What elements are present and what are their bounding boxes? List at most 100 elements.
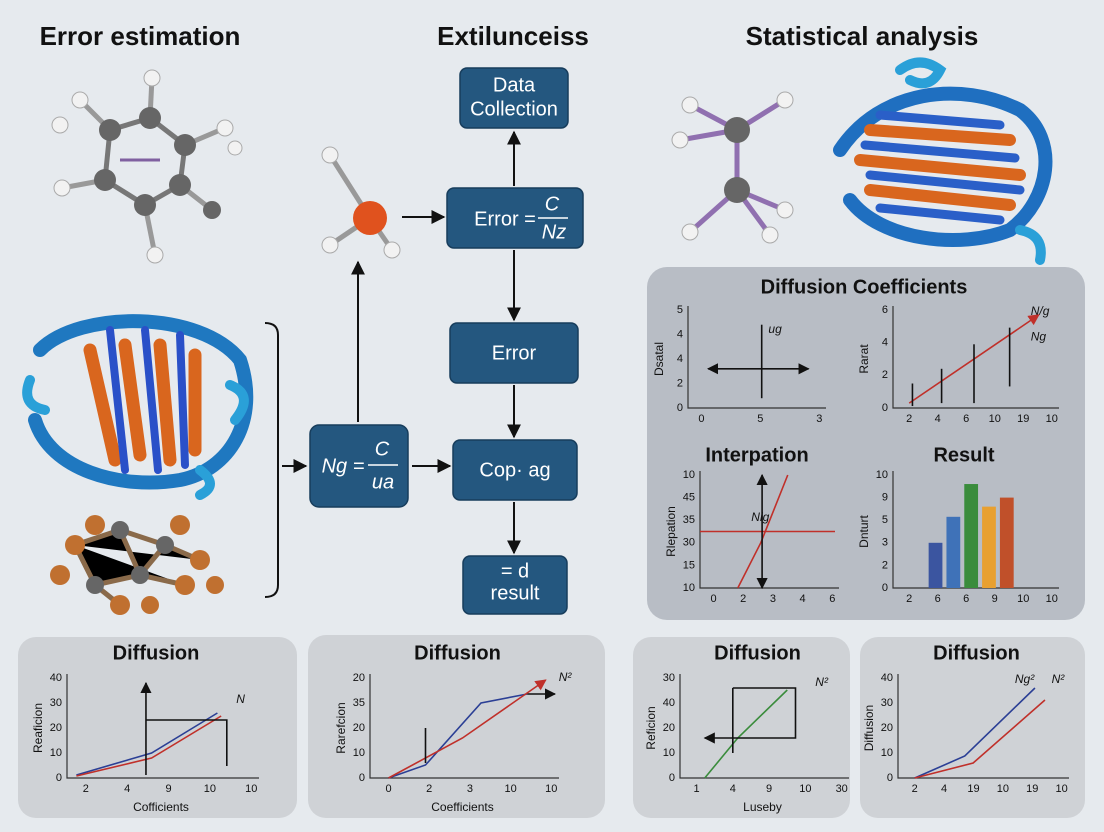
flow-box	[449, 322, 579, 384]
box-label: result	[491, 582, 540, 604]
flow-box	[459, 67, 569, 129]
y-tick-label: 0	[887, 772, 893, 784]
y-tick-label: 5	[882, 514, 888, 526]
y-tick-label: 2	[882, 559, 888, 571]
y-tick-label: 10	[881, 747, 893, 759]
y-tick-label: 0	[882, 582, 888, 594]
bar	[999, 497, 1014, 588]
y-tick-label: 10	[353, 747, 365, 759]
flow-box	[309, 424, 409, 508]
y-tick-label: 10	[50, 747, 62, 759]
molecule-water	[321, 146, 401, 259]
axis	[892, 306, 1059, 409]
y-tick-label: 6	[882, 304, 888, 316]
y-axis-label: Reaficion	[31, 703, 45, 753]
bar	[946, 516, 961, 588]
chart-title: Interpation	[705, 444, 808, 466]
x-axis-label: Cofficients	[133, 800, 189, 814]
x-tick-label: 19	[967, 783, 979, 795]
x-tick-label: 10	[1017, 593, 1029, 605]
protein	[833, 57, 1053, 265]
annotation: ug	[768, 322, 782, 336]
box-label: C	[545, 193, 560, 215]
y-axis-label: Diffusion	[862, 705, 876, 751]
x-tick-label: 4	[800, 593, 806, 605]
x-tick-label: 6	[935, 593, 941, 605]
x-tick-label: 6	[829, 593, 835, 605]
y-tick-label: 0	[359, 772, 365, 784]
y-tick-label: 4	[882, 337, 888, 349]
annotation: Nlg	[751, 510, 769, 524]
curve	[388, 679, 547, 779]
curve	[76, 712, 218, 776]
y-tick-label: 0	[677, 402, 683, 414]
chart-title: Diffusion	[933, 642, 1020, 664]
y-tick-label: 9	[882, 492, 888, 504]
annotation: N²	[1052, 672, 1066, 686]
y-tick-label: 40	[50, 672, 62, 684]
x-tick-label: 3	[816, 413, 822, 425]
x-tick-label: 0	[698, 413, 704, 425]
y-axis-label: Dnturt	[857, 515, 871, 548]
x-tick-label: 10	[204, 783, 216, 795]
box-label: Cop· ag	[479, 459, 550, 481]
y-axis-label: Reficion	[644, 706, 658, 749]
y-axis-label: Rarefcion	[334, 702, 348, 753]
y-axis-label: Dsatal	[652, 342, 666, 376]
chart-title: Diffusion	[714, 642, 801, 664]
axis	[66, 674, 259, 779]
flow-box	[446, 187, 584, 249]
x-tick-label: 4	[124, 783, 130, 795]
y-tick-label: 30	[881, 697, 893, 709]
x-tick-label: 1	[693, 783, 699, 795]
y-tick-label: 40	[663, 697, 675, 709]
x-tick-label: 3	[467, 783, 473, 795]
x-tick-label: 10	[997, 783, 1009, 795]
curve	[914, 687, 1036, 779]
y-tick-label: 10	[683, 469, 695, 481]
y-axis-label: Rlepation	[664, 506, 678, 557]
x-tick-label: 10	[1046, 413, 1058, 425]
box-label: ua	[372, 471, 394, 493]
y-tick-label: 2	[882, 369, 888, 381]
x-tick-label: 2	[912, 783, 918, 795]
y-tick-label: 40	[881, 672, 893, 684]
protein	[22, 314, 254, 500]
annotation: Ng²	[1015, 672, 1035, 686]
x-tick-label: 10	[989, 413, 1001, 425]
y-tick-label: 20	[50, 722, 62, 734]
y-tick-label: 10	[683, 582, 695, 594]
x-tick-label: 4	[730, 783, 736, 795]
x-tick-label: 10	[799, 783, 811, 795]
annotation: N²	[559, 670, 573, 684]
axis	[687, 306, 826, 409]
box-label: Data	[493, 74, 536, 96]
x-tick-label: 30	[836, 783, 848, 795]
panel-title: Diffusion Coefficients	[761, 276, 968, 298]
x-tick-label: 5	[757, 413, 763, 425]
axis	[679, 674, 849, 779]
x-tick-label: 2	[906, 593, 912, 605]
y-tick-label: 3	[882, 537, 888, 549]
x-tick-label: 4	[935, 413, 941, 425]
box-label: Collection	[470, 98, 558, 120]
panel	[308, 635, 605, 818]
y-tick-label: 4	[677, 328, 683, 340]
x-tick-label: 10	[1046, 593, 1058, 605]
heading: Statistical analysis	[746, 21, 979, 51]
molecule-ring	[51, 69, 243, 264]
y-tick-label: 0	[882, 402, 888, 414]
x-tick-label: 9	[992, 593, 998, 605]
annotation: N/g	[1031, 304, 1050, 318]
curve	[145, 719, 228, 766]
x-tick-label: 19	[1026, 783, 1038, 795]
x-tick-label: 9	[165, 783, 171, 795]
box-label: = d	[501, 560, 529, 582]
chart-title: Result	[933, 444, 994, 466]
y-tick-label: 2	[677, 377, 683, 389]
x-tick-label: 10	[504, 783, 516, 795]
axis	[897, 674, 1069, 779]
y-axis-label: Rarat	[857, 344, 871, 374]
